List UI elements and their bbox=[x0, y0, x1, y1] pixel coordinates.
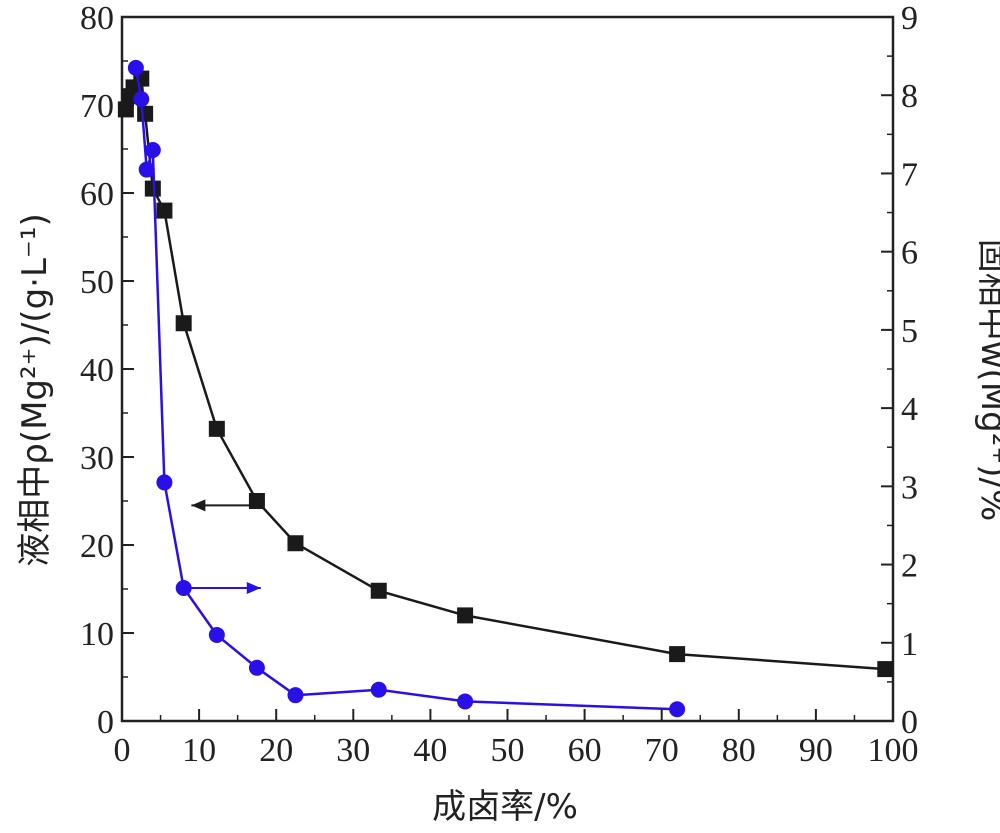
axis-arrow-left bbox=[191, 499, 257, 512]
data-point-square bbox=[175, 315, 192, 332]
x-tick-label: 100 bbox=[868, 732, 919, 769]
data-point-square bbox=[877, 661, 894, 678]
right-tick-label: 4 bbox=[901, 391, 918, 428]
data-point-circle bbox=[669, 701, 686, 718]
x-tick-label: 0 bbox=[114, 732, 131, 769]
left-tick-label: 30 bbox=[80, 440, 114, 477]
left-tick-label: 40 bbox=[80, 352, 114, 389]
x-tick-label: 90 bbox=[799, 732, 833, 769]
left-axis-title: 液相中ρ(Mg²⁺)/(g·L⁻¹) bbox=[15, 213, 55, 567]
axes: 0 10 20 30 40 50 60 70 80 90 100010203040506070800… bbox=[80, 0, 919, 769]
left-tick-label: 50 bbox=[80, 264, 114, 301]
series-1 bbox=[117, 70, 894, 678]
left-tick-label: 10 bbox=[80, 616, 114, 653]
data-point-square bbox=[370, 582, 387, 599]
x-tick-label: 10 bbox=[182, 732, 216, 769]
data-point-square bbox=[208, 420, 225, 437]
arrow-head bbox=[191, 499, 206, 512]
left-tick-label: 80 bbox=[80, 0, 114, 37]
x-tick-label: 70 bbox=[645, 732, 679, 769]
data-point-circle bbox=[457, 693, 474, 710]
data-point-square bbox=[287, 535, 304, 552]
data-point-circle bbox=[287, 687, 304, 704]
series-2 bbox=[127, 59, 686, 718]
right-tick-label: 1 bbox=[901, 626, 918, 663]
x-tick-label: 80 bbox=[722, 732, 756, 769]
data-point-circle bbox=[370, 681, 387, 698]
right-tick-label: 0 bbox=[901, 704, 918, 741]
axis-arrow-right bbox=[183, 582, 261, 595]
x-tick-label: 20 bbox=[259, 732, 293, 769]
right-tick-label: 8 bbox=[901, 78, 918, 115]
data-point-square bbox=[137, 105, 154, 122]
right-tick-label: 2 bbox=[901, 548, 918, 585]
left-tick-label: 0 bbox=[97, 704, 114, 741]
right-tick-label: 9 bbox=[901, 0, 918, 37]
annotations bbox=[183, 499, 261, 595]
x-tick-label: 30 bbox=[336, 732, 370, 769]
series-layer bbox=[117, 59, 894, 718]
series-line bbox=[124, 77, 886, 671]
right-tick-label: 7 bbox=[901, 156, 918, 193]
data-point-circle bbox=[208, 626, 225, 643]
data-point-square bbox=[156, 202, 173, 219]
data-point-square bbox=[669, 646, 686, 663]
data-point-circle bbox=[248, 659, 265, 676]
right-tick-label: 6 bbox=[901, 235, 918, 272]
left-tick-label: 60 bbox=[80, 176, 114, 213]
plot-frame bbox=[120, 15, 895, 723]
arrow-head bbox=[246, 582, 261, 595]
right-tick-label: 5 bbox=[901, 313, 918, 350]
data-point-square bbox=[117, 101, 134, 118]
data-point-circle bbox=[133, 91, 150, 108]
series-line bbox=[134, 67, 678, 711]
data-point-square bbox=[457, 607, 474, 624]
data-point-square bbox=[144, 180, 161, 197]
data-point-circle bbox=[127, 59, 144, 76]
x-tick-label: 40 bbox=[413, 732, 447, 769]
x-tick-label: 60 bbox=[568, 732, 602, 769]
data-point-circle bbox=[156, 474, 173, 491]
data-point-circle bbox=[138, 161, 155, 178]
left-tick-label: 70 bbox=[80, 88, 114, 125]
left-tick-label: 20 bbox=[80, 528, 114, 565]
right-tick-label: 3 bbox=[901, 469, 918, 506]
right-axis-title: 固相中w(Mg²⁺)/% bbox=[973, 239, 1000, 522]
data-point-square bbox=[248, 493, 265, 509]
x-axis-title: 成卤率/% bbox=[432, 787, 578, 827]
data-point-circle bbox=[144, 141, 161, 158]
x-tick-label: 50 bbox=[491, 732, 525, 769]
